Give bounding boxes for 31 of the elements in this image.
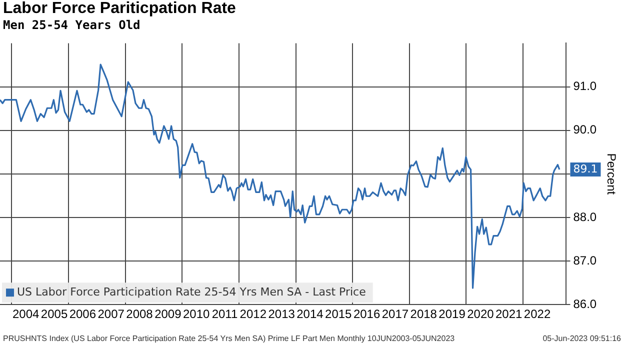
- x-tick-label: 2007: [98, 307, 125, 322]
- x-tick-label: 2016: [353, 307, 380, 322]
- x-tick-label: 2006: [69, 307, 96, 322]
- x-tick-label: 2014: [296, 307, 324, 322]
- x-tick-label: 2019: [438, 307, 466, 322]
- y-tick-label: 86.0: [573, 296, 597, 311]
- x-tick-label: 2004: [12, 307, 40, 322]
- legend-label: US Labor Force Participation Rate 25-54 Yrs Men SA - Last Price: [17, 285, 366, 298]
- x-tick-label: 2020: [467, 307, 494, 322]
- chart-title: Labor Force Pariticpation Rate: [3, 0, 236, 18]
- x-tick-label: 2005: [40, 307, 68, 322]
- x-tick-label: 2021: [496, 307, 523, 322]
- x-tick-label: 2017: [382, 307, 409, 322]
- x-tick-label: 2018: [410, 307, 438, 322]
- y-tick-label: 90.0: [573, 122, 597, 137]
- text: PRUSHNTS Index (US Labor Force Participation Rate 25-54 Yrs Men SA) Prime LF Part Men Monthly 10JUN2003-05JUN2023: [3, 334, 455, 343]
- y-tick-label: 87.0: [573, 253, 597, 268]
- x-tick-label: 2011: [212, 307, 238, 322]
- y-tick-label: 88.0: [573, 210, 597, 224]
- data-label: 89.1: [573, 162, 598, 176]
- x-tick-label: 2012: [240, 307, 267, 322]
- chart-subtitle: Men 25-54 Years Old: [3, 18, 140, 32]
- x-tick-label: 2009: [154, 307, 182, 322]
- x-tick-label: 2008: [126, 307, 154, 322]
- x-tick-label: 2013: [268, 307, 296, 322]
- y-tick-label: 91.0: [573, 79, 597, 94]
- y-axis-title: Percent: [604, 153, 618, 196]
- x-tick-label: 2010: [182, 307, 210, 322]
- text: 05-Jun-2023 09:51:16: [542, 334, 621, 343]
- x-tick-label: 2022: [524, 307, 551, 322]
- x-tick-label: 2015: [325, 307, 352, 322]
